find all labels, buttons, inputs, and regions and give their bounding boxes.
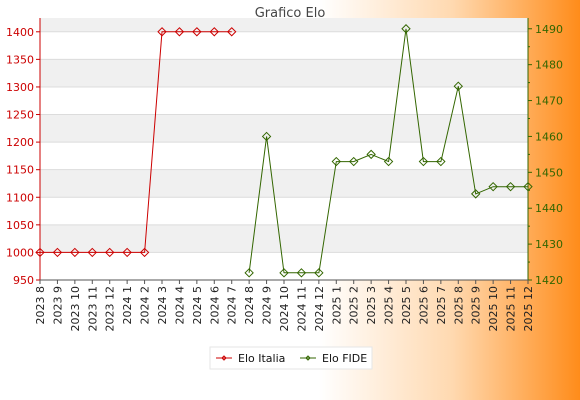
- right-tick-label: 1470: [535, 95, 563, 108]
- grid-band: [40, 114, 528, 143]
- x-tick-label: 2023 11: [86, 286, 99, 332]
- left-tick-label: 950: [13, 274, 34, 287]
- x-tick-label: 2025 9: [470, 286, 483, 325]
- grid-band: [40, 59, 528, 87]
- x-tick-label: 2025 4: [383, 286, 396, 325]
- data-point-elo-fide: [488, 181, 498, 192]
- x-tick-label: 2025 2: [348, 286, 361, 325]
- legend: Elo Italia Elo FIDE: [209, 346, 373, 370]
- x-tick-label: 2024 8: [243, 286, 256, 325]
- data-point-elo-italia: [157, 27, 167, 37]
- grid-band: [40, 169, 528, 198]
- data-point-elo-fide: [279, 268, 289, 278]
- left-tick-label: 1050: [6, 219, 34, 232]
- x-tick-label: 2025 11: [505, 286, 518, 332]
- x-tick-label: 2024 7: [226, 286, 239, 325]
- x-tick-label: 2024 4: [173, 286, 186, 325]
- x-tick-label: 2024 6: [208, 286, 221, 325]
- right-tick-label: 1430: [535, 238, 563, 251]
- left-tick-label: 1400: [6, 26, 34, 39]
- right-tick-label: 1460: [535, 130, 563, 143]
- x-tick-label: 2023 9: [51, 286, 64, 325]
- x-tick-label: 2025 12: [522, 286, 535, 332]
- x-tick-label: 2025 1: [330, 286, 343, 325]
- x-tick-label: 2025 10: [487, 286, 500, 332]
- legend-marker-elo-italia: [221, 355, 227, 361]
- x-tick-label: 2024 11: [295, 286, 308, 332]
- x-tick-label: 2024 2: [139, 286, 152, 325]
- data-point-elo-fide: [244, 268, 254, 278]
- left-tick-label: 1250: [6, 109, 34, 122]
- data-point-elo-fide: [261, 131, 272, 142]
- data-point-elo-italia: [105, 247, 115, 258]
- x-tick-label: 2024 1: [121, 286, 134, 325]
- data-point-elo-italia: [192, 27, 202, 37]
- data-point-elo-fide: [418, 156, 429, 167]
- data-point-elo-fide: [331, 156, 341, 167]
- right-tick-label: 1450: [535, 166, 563, 179]
- right-tick-label: 1420: [535, 274, 563, 287]
- x-tick-label: 2023 8: [34, 286, 47, 325]
- x-tick-label: 2024 10: [278, 286, 291, 332]
- left-tick-label: 1350: [6, 53, 34, 66]
- data-point-elo-italia: [139, 247, 150, 258]
- x-tick-label: 2024 9: [261, 286, 274, 325]
- x-tick-label: 2024 3: [156, 286, 169, 325]
- data-point-elo-italia: [209, 27, 219, 37]
- legend-box: [209, 346, 373, 370]
- right-tick-label: 1490: [535, 23, 563, 36]
- data-point-elo-italia: [122, 247, 132, 258]
- data-point-elo-fide: [505, 181, 516, 192]
- data-point-elo-fide: [314, 268, 324, 278]
- legend-marker-elo-fide: [305, 355, 311, 361]
- series-line-elo-italia: [40, 31, 232, 253]
- data-point-elo-italia: [87, 247, 97, 258]
- data-point-elo-fide: [296, 268, 307, 278]
- data-point-elo-italia: [35, 247, 45, 258]
- x-tick-label: 2025 8: [452, 286, 465, 325]
- x-tick-label: 2025 5: [400, 286, 413, 325]
- x-tick-label: 2024 5: [191, 286, 204, 325]
- left-tick-label: 1100: [6, 191, 34, 204]
- left-tick-label: 1300: [6, 81, 34, 94]
- data-point-elo-fide: [436, 156, 446, 167]
- x-tick-label: 2023 12: [104, 286, 117, 332]
- data-point-elo-fide: [471, 189, 481, 199]
- data-point-elo-fide: [383, 156, 394, 167]
- data-point-elo-italia: [52, 247, 63, 258]
- grid-band: [40, 224, 528, 253]
- left-tick-label: 1000: [6, 246, 34, 259]
- x-tick-label: 2025 6: [417, 286, 430, 325]
- right-tick-label: 1480: [535, 59, 563, 72]
- data-point-elo-fide: [523, 181, 533, 192]
- data-point-elo-fide: [401, 24, 411, 34]
- series-line-elo-fide: [248, 28, 528, 274]
- data-point-elo-italia: [227, 27, 237, 37]
- legend-label-elo-italia: Elo Italia: [238, 352, 285, 365]
- x-tick-label: 2024 12: [313, 286, 326, 332]
- legend-label-elo-fide: Elo FIDE: [322, 352, 367, 365]
- x-tick-label: 2023 10: [69, 286, 82, 332]
- data-point-elo-fide: [453, 81, 463, 91]
- data-point-elo-fide: [349, 156, 359, 167]
- x-tick-label: 2025 3: [365, 286, 378, 325]
- chart-title: Grafico Elo: [255, 6, 326, 21]
- data-point-elo-fide: [366, 149, 376, 160]
- x-tick-label: 2025 7: [435, 286, 448, 325]
- left-tick-label: 1150: [6, 164, 34, 177]
- left-tick-label: 1200: [6, 136, 34, 149]
- right-tick-label: 1440: [535, 202, 563, 215]
- data-point-elo-italia: [70, 247, 80, 258]
- data-point-elo-italia: [174, 27, 185, 37]
